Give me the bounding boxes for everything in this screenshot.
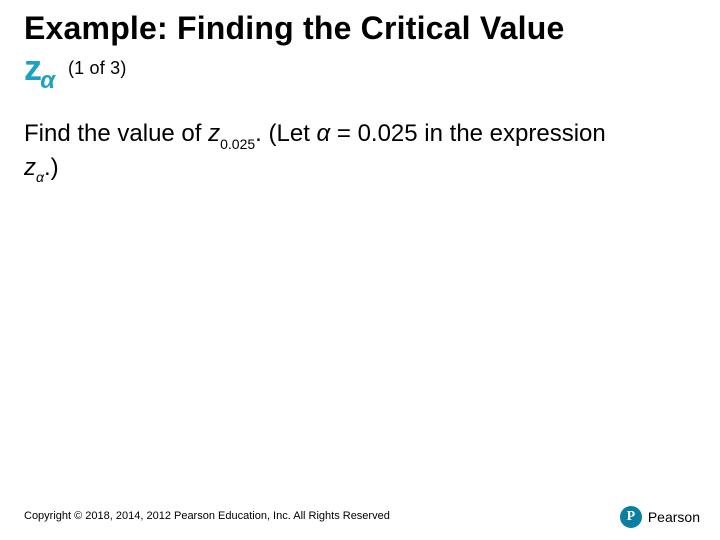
slide: Example: Finding the Critical Value zα (… [0,0,720,540]
body-alpha-var: α [317,120,331,147]
body-sub1: 0.025 [220,136,255,152]
copyright-footer: Copyright © 2018, 2014, 2012 Pearson Edu… [24,510,390,522]
pearson-logo-text: Pearson [648,509,700,525]
body-text-2: . (Let [255,120,316,147]
body-sub2: α [36,169,44,185]
body-z1: z [208,120,220,147]
body-z2: z [24,154,36,181]
title-main-text: Example: Finding the Critical Value [24,10,696,47]
title-progress-label: (1 of 3) [68,58,127,78]
body-text-3: = 0.025 in the expression [330,120,606,147]
title-subline: zα (1 of 3) [24,47,696,91]
title-alpha-subscript: α [40,67,55,94]
slide-body: Find the value of z0.025. (Let α = 0.025… [24,118,696,185]
body-text-4: .) [44,154,59,181]
pearson-logo-icon: P [620,506,642,528]
pearson-logo: P Pearson [620,506,700,528]
slide-title: Example: Finding the Critical Value zα (… [24,10,696,91]
body-text-1: Find the value of [24,120,208,147]
